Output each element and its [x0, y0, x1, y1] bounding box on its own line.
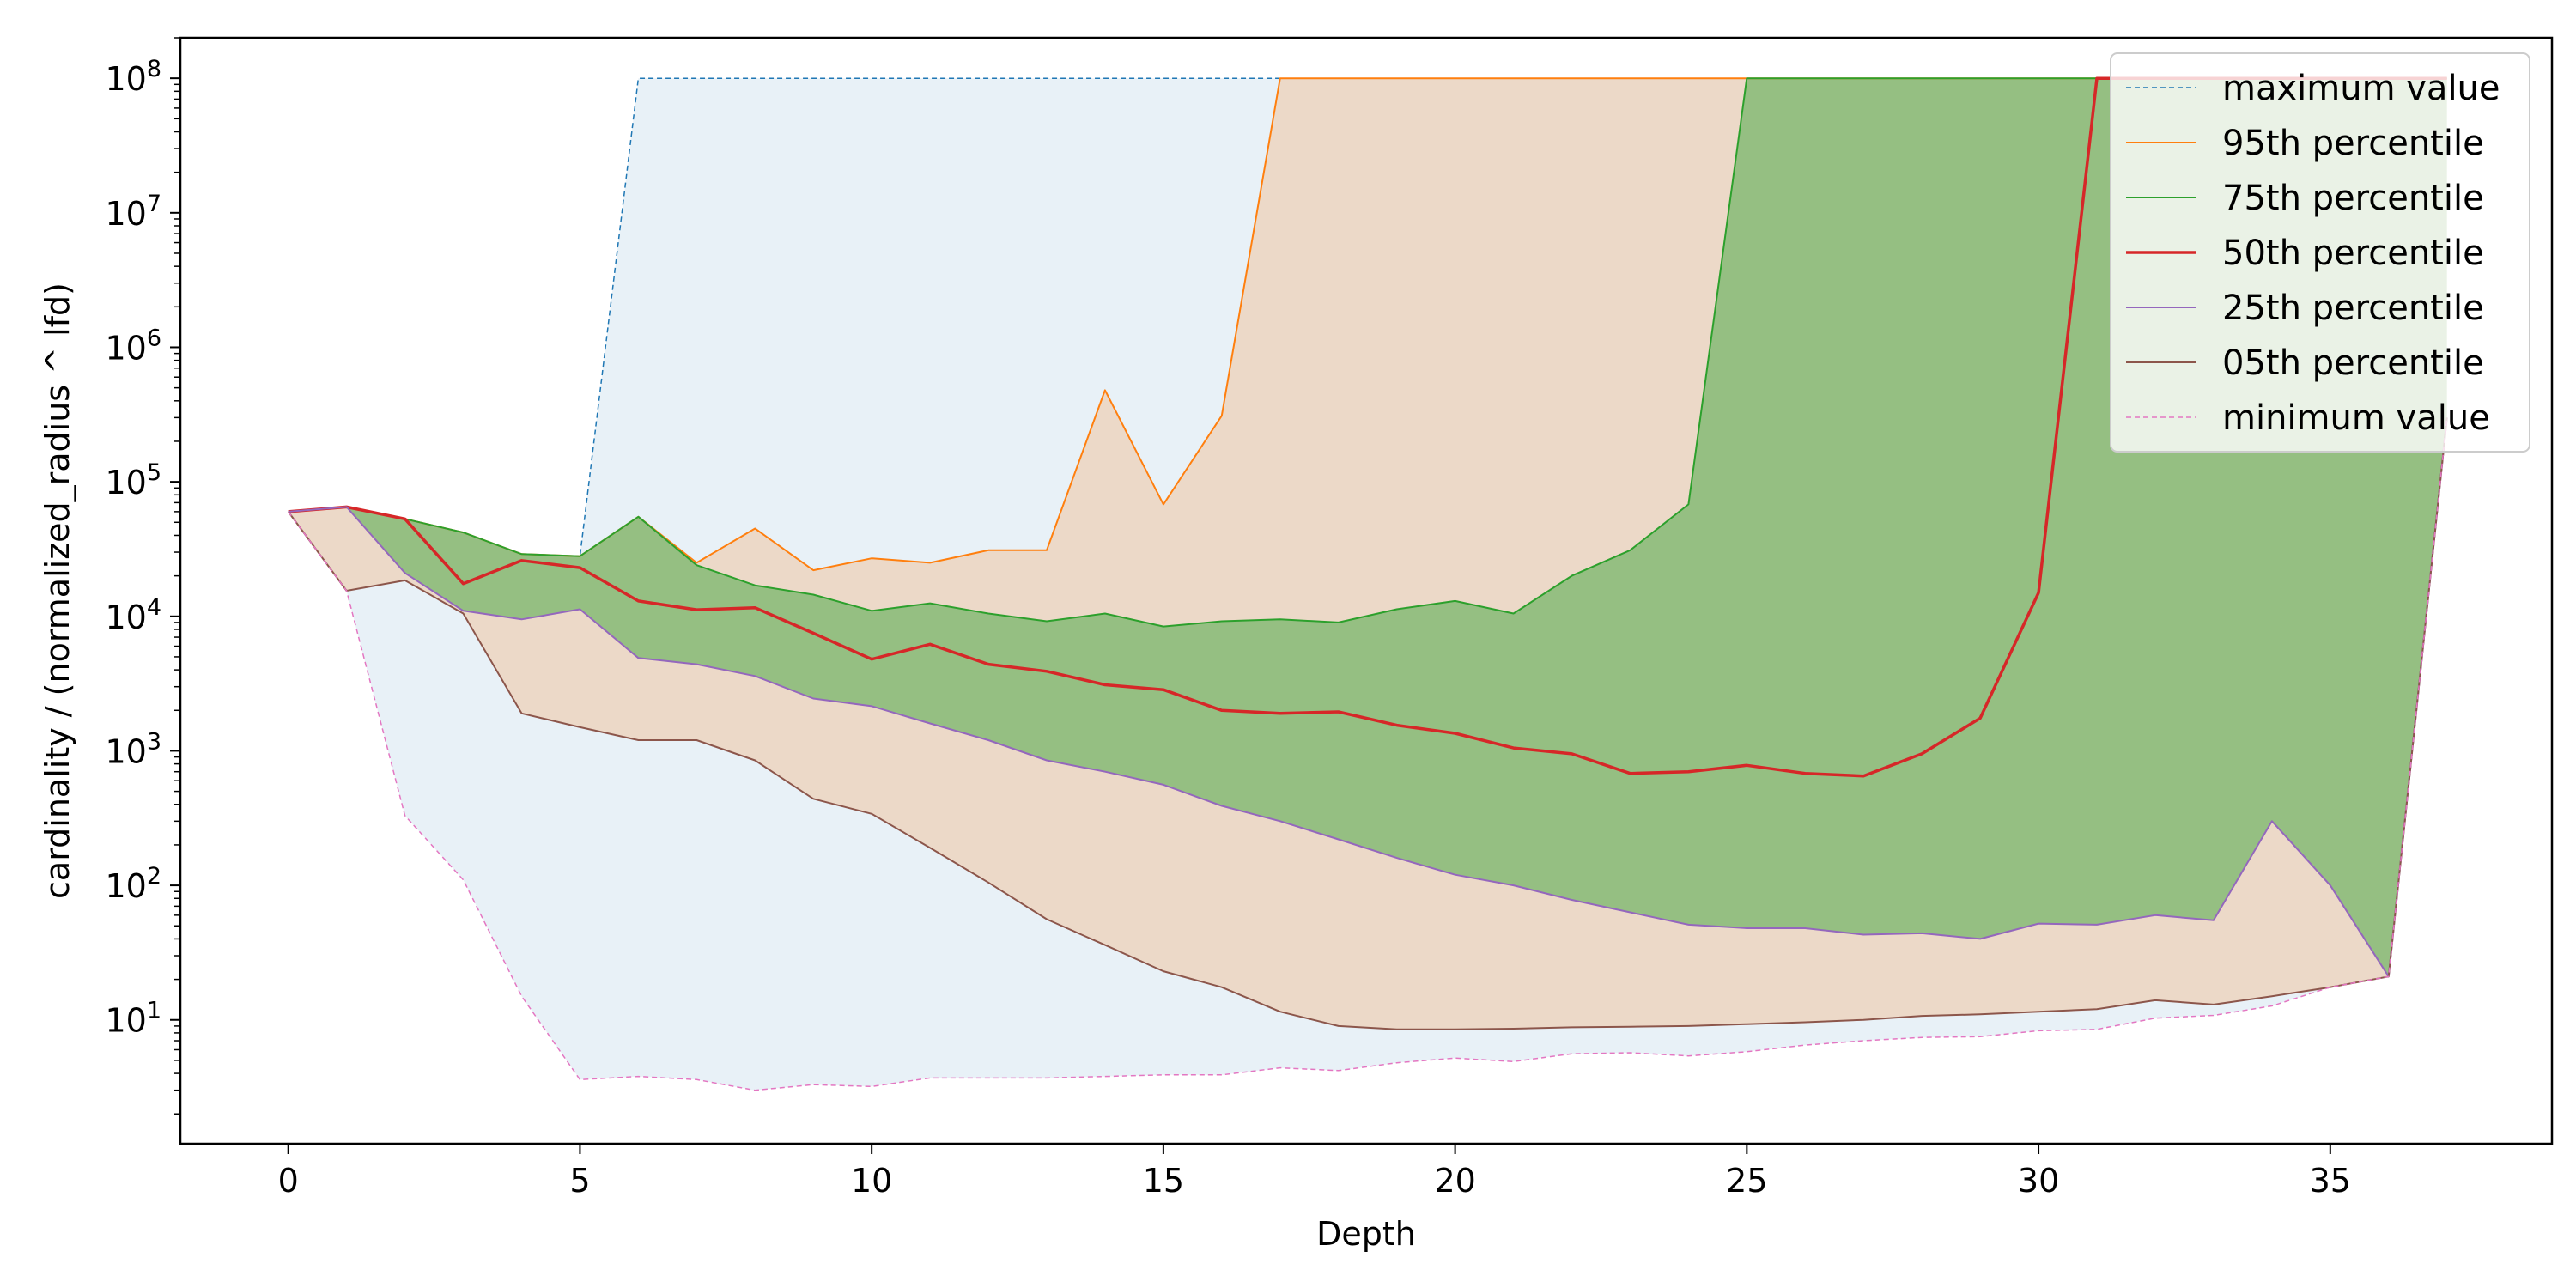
- legend-label-75th-percentile: 75th percentile: [2222, 179, 2484, 218]
- legend: maximum value 95th percentile 75th percent…: [2110, 52, 2530, 453]
- fill-areas: [288, 78, 2447, 1091]
- x-tick-label: 20: [1434, 1162, 1475, 1200]
- x-axis-label: Depth: [1316, 1215, 1416, 1253]
- series-line-25th-percentile: [288, 417, 2448, 978]
- legend-label-95th-percentile: 95th percentile: [2222, 124, 2484, 163]
- legend-label-05th-percentile: 05th percentile: [2222, 343, 2484, 383]
- x-tick-label: 0: [278, 1162, 299, 1200]
- x-tick-label: 15: [1143, 1162, 1184, 1200]
- fill-minimum-value-to-maximum-value: [288, 78, 2447, 1091]
- x-tick-label: 35: [2310, 1162, 2351, 1200]
- y-axis-label: cardinality / (normalized_radius ^ lfd): [39, 283, 76, 899]
- x-tick-label: 10: [851, 1162, 892, 1200]
- legend-label-minimum-value: minimum value: [2222, 398, 2490, 438]
- y-tick-label: 102: [105, 863, 161, 905]
- legend-label-25th-percentile: 25th percentile: [2222, 289, 2484, 328]
- y-tick-label: 103: [105, 728, 161, 770]
- fill-05th-percentile-to-95th-percentile: [288, 78, 2447, 1030]
- x-tick-label: 25: [1726, 1162, 1767, 1200]
- series-line-05th-percentile: [287, 417, 2448, 1030]
- legend-box: [2110, 52, 2530, 453]
- x-tick-label: 30: [2018, 1162, 2059, 1200]
- legend-label-maximum-value: maximum value: [2222, 69, 2500, 108]
- x-axis: 0 5 10 15 20 25 30 35: [278, 1144, 2351, 1200]
- series-lines: [287, 76, 2448, 1091]
- x-tick-label: 5: [569, 1162, 590, 1200]
- fill-25th-percentile-to-75th-percentile: [288, 78, 2447, 977]
- plot-frame: [179, 36, 2554, 1145]
- legend-label-50th-percentile: 50th percentile: [2222, 234, 2484, 273]
- series-line-50th-percentile: [288, 76, 2447, 778]
- series-line-75th-percentile: [288, 77, 2447, 628]
- series-line-minimum-value: [288, 417, 2448, 1091]
